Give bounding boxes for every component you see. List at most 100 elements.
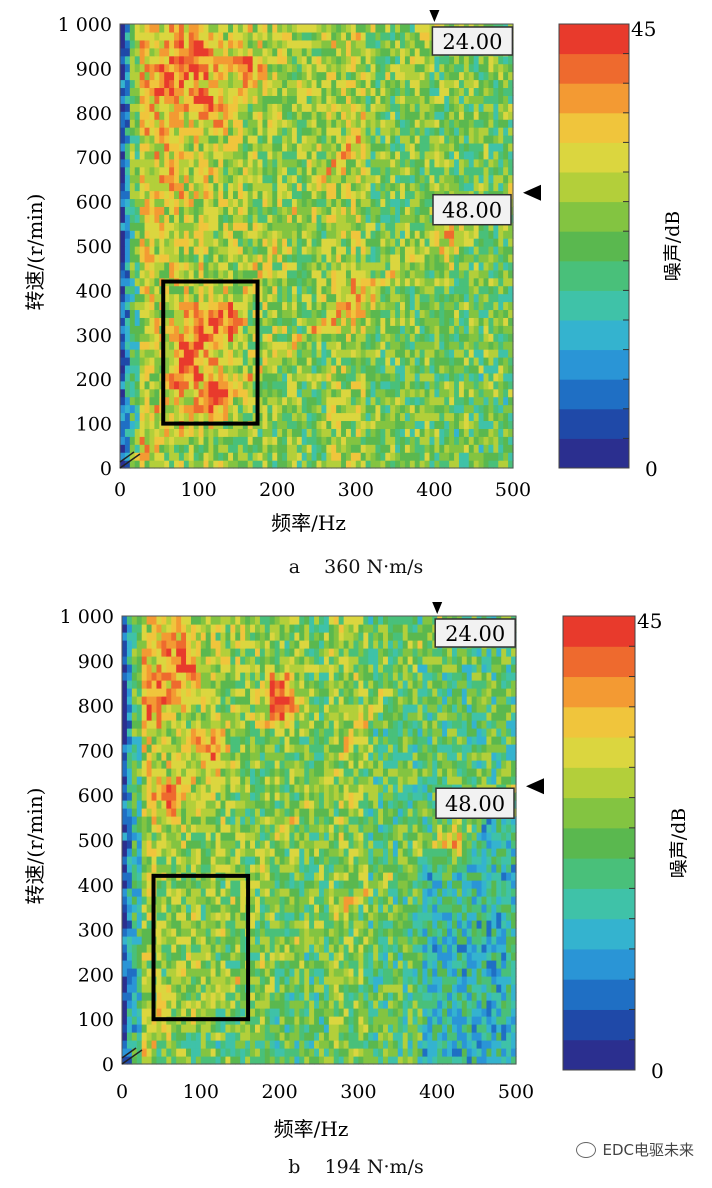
heatmap-cell [422, 1048, 428, 1057]
heatmap-cell [237, 388, 244, 398]
heatmap-cell [178, 230, 185, 239]
heatmap-cell [301, 246, 308, 255]
heatmap-cell [208, 222, 214, 231]
heatmap-cell [321, 404, 327, 414]
heatmap-cell [176, 1040, 182, 1049]
heatmap-cell [272, 206, 278, 215]
heatmap-cell [291, 214, 298, 223]
heatmap-cell [203, 55, 210, 65]
heatmap-cell [252, 388, 259, 398]
heatmap-cell [277, 206, 283, 215]
heatmap-cell [287, 47, 293, 57]
heatmap-cell [360, 309, 367, 318]
heatmap-cell [429, 63, 435, 73]
heatmap-cell [208, 174, 214, 184]
heatmap-cell [380, 364, 386, 374]
heatmap-cell [309, 1032, 315, 1041]
heatmap-cell [478, 277, 485, 287]
heatmap-cell [141, 1024, 148, 1033]
heatmap-cell [375, 396, 381, 406]
heatmap-cell [326, 396, 332, 406]
heatmap-cell [149, 301, 155, 311]
heatmap-cell [262, 293, 268, 303]
heatmap-cell [439, 388, 445, 398]
heatmap-cell [395, 222, 401, 231]
heatmap-cell [267, 87, 273, 96]
heatmap-cell [395, 214, 401, 223]
heatmap-cell [385, 95, 391, 104]
heatmap-cell [174, 63, 180, 73]
heatmap-cell [144, 150, 151, 160]
heatmap-cell [120, 428, 126, 437]
heatmap-cell [188, 333, 195, 342]
heatmap-cell [159, 198, 165, 207]
heatmap-cell [385, 317, 391, 326]
heatmap-cell [444, 127, 450, 136]
heatmap-cell [370, 119, 377, 128]
heatmap-cell [387, 1048, 394, 1057]
heatmap-cell [331, 119, 337, 128]
heatmap-cell [390, 412, 396, 422]
heatmap-cell [218, 127, 224, 136]
heatmap-cell [134, 238, 141, 247]
heatmap-cell [463, 317, 470, 326]
heatmap-cell [404, 214, 411, 223]
heatmap-cell [174, 222, 180, 231]
heatmap-cell [247, 238, 254, 247]
heatmap-cell [218, 388, 224, 398]
x-tick-label: 200 [259, 479, 295, 501]
heatmap-cell [223, 380, 229, 390]
heatmap-cell [458, 341, 465, 350]
heatmap-cell [478, 380, 485, 390]
heatmap-cell [247, 388, 254, 398]
heatmap-cell [237, 364, 244, 374]
heatmap-cell [169, 246, 175, 255]
heatmap-cell [345, 452, 352, 461]
heatmap-cell [439, 269, 445, 279]
heatmap-cell [262, 111, 268, 120]
heatmap-cell [397, 1056, 404, 1065]
heatmap-cell [483, 79, 490, 89]
heatmap-cell [171, 1024, 177, 1033]
heatmap-cell [296, 444, 303, 453]
heatmap-cell [247, 135, 254, 144]
heatmap-cell [213, 71, 219, 81]
heatmap-cell [387, 1024, 394, 1033]
heatmap-cell [272, 277, 278, 287]
heatmap-cell [498, 357, 504, 366]
heatmap-cell [454, 79, 460, 89]
heatmap-cell [380, 436, 386, 445]
heatmap-cell [424, 261, 431, 271]
heatmap-cell [402, 1024, 409, 1033]
heatmap-cell [373, 1040, 379, 1049]
heatmap-cell [439, 444, 445, 453]
heatmap-cell [232, 95, 239, 104]
heatmap-cell [341, 55, 347, 65]
heatmap-cell [370, 174, 377, 184]
heatmap-cell [434, 380, 440, 390]
heatmap-cell [409, 349, 416, 358]
heatmap-cell [252, 135, 259, 144]
heatmap-cell [400, 388, 406, 398]
heatmap-cell [291, 95, 298, 104]
heatmap-cell [301, 111, 308, 120]
heatmap-cell [468, 261, 475, 271]
heatmap-cell [478, 182, 485, 192]
heatmap-cell [463, 293, 470, 303]
heatmap-cell [124, 436, 131, 445]
heatmap-cell [390, 214, 396, 223]
heatmap-cell [488, 261, 494, 271]
heatmap-cell [193, 246, 200, 255]
heatmap-cell [385, 79, 391, 89]
heatmap-cell [429, 79, 435, 89]
heatmap-cell [262, 317, 268, 326]
heatmap-cell [321, 71, 327, 81]
heatmap-cell [254, 1048, 261, 1057]
heatmap-cell [326, 79, 332, 89]
heatmap-cell [350, 214, 357, 223]
heatmap-cell [134, 246, 141, 255]
heatmap-cell [232, 285, 239, 295]
heatmap-cell [345, 166, 352, 176]
heatmap-cell [198, 333, 205, 342]
heatmap-cell [120, 372, 126, 382]
